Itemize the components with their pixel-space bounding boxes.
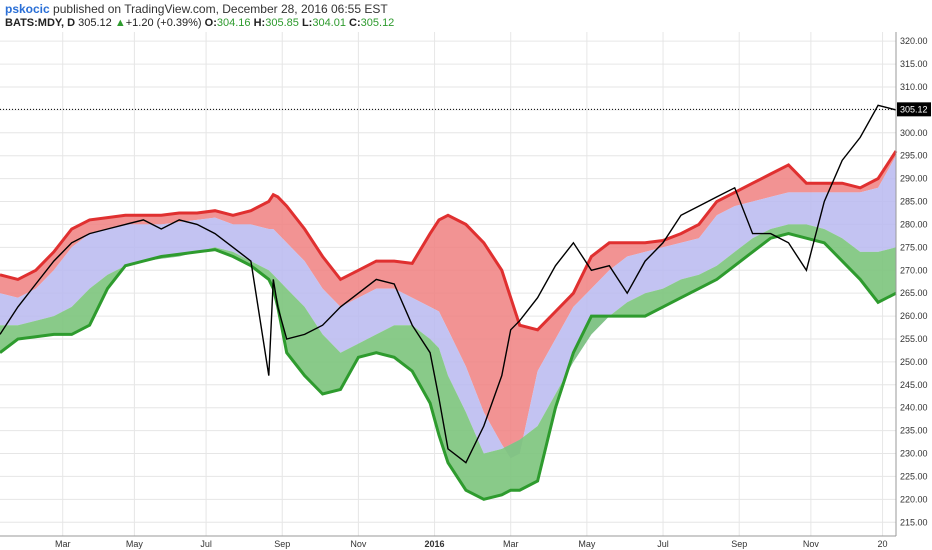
y-tick-label: 295.00 — [900, 151, 928, 161]
y-tick-label: 220.00 — [900, 494, 928, 504]
middle-band-fill — [0, 155, 896, 459]
y-tick-label: 280.00 — [900, 219, 928, 229]
x-tick-label: 20 — [878, 539, 888, 549]
published-text: published on TradingView.com, December 2… — [53, 2, 388, 16]
x-tick-label: May — [126, 539, 144, 549]
open-label: O: — [204, 17, 217, 29]
symbol-label[interactable]: BATS:MDY, D — [5, 17, 76, 29]
y-tick-label: 215.00 — [900, 517, 928, 527]
y-tick-label: 250.00 — [900, 357, 928, 367]
y-axis-ticks: 215.00 220.00 225.00 230.00 235.00 240.00 245.… — [900, 36, 928, 527]
change-text: +1.20 (+0.39%) — [125, 17, 202, 29]
x-tick-label: Mar — [55, 539, 71, 549]
y-tick-label: 285.00 — [900, 197, 928, 207]
close-value: 305.12 — [360, 17, 395, 29]
upper-band-fill — [0, 151, 896, 459]
y-tick-label: 315.00 — [900, 59, 928, 69]
y-tick-label: 240.00 — [900, 403, 928, 413]
x-tick-label: Nov — [350, 539, 367, 549]
last-price-badge-bg — [897, 102, 931, 117]
symbol-info-line: BATS:MDY, D 305.12 ▲+1.20 (+0.39%) O:304… — [5, 17, 394, 29]
up-arrow-icon: ▲ — [114, 17, 126, 29]
close-label: C: — [349, 17, 361, 29]
y-tick-label: 245.00 — [900, 380, 928, 390]
y-tick-label: 300.00 — [900, 128, 928, 138]
x-tick-label: Nov — [803, 539, 820, 549]
x-tick-label: May — [578, 539, 596, 549]
y-tick-label: 265.00 — [900, 288, 928, 298]
lower-band-fill — [0, 224, 896, 500]
x-tick-label: Mar — [503, 539, 519, 549]
low-value: 304.01 — [312, 17, 346, 29]
y-tick-label: 275.00 — [900, 242, 928, 252]
author-link[interactable]: pskocic — [5, 2, 50, 16]
last-price-badge-label: 305.12 — [900, 104, 928, 114]
y-tick-label: 260.00 — [900, 311, 928, 321]
y-tick-label: 290.00 — [900, 174, 928, 184]
x-tick-label: Sep — [274, 539, 290, 549]
price-line — [0, 104, 897, 464]
x-axis-ticks: Mar May Jul Sep Nov 2016 Mar May Jul Sep Nov 20 — [55, 539, 888, 549]
y-tick-label: 320.00 — [900, 36, 928, 46]
x-tick-label: 2016 — [425, 539, 445, 549]
x-tick-label: Jul — [657, 539, 669, 549]
high-value: 305.85 — [265, 17, 299, 29]
y-tick-label: 310.00 — [900, 82, 928, 92]
y-tick-label: 230.00 — [900, 449, 928, 459]
last-price-text: 305.12 — [78, 17, 112, 29]
open-value: 304.16 — [216, 17, 251, 29]
high-label: H: — [253, 17, 266, 29]
x-tick-label: Jul — [200, 539, 212, 549]
y-tick-label: 235.00 — [900, 426, 928, 436]
y-tick-label: 255.00 — [900, 334, 928, 344]
y-tick-label: 270.00 — [900, 265, 928, 275]
lower-band-line — [0, 232, 897, 501]
y-tick-label: 225.00 — [900, 471, 928, 481]
upper-band-line — [0, 150, 898, 332]
x-tick-label: Sep — [731, 539, 747, 549]
publisher-line: pskocic published on TradingView.com, De… — [5, 2, 388, 16]
low-label: L: — [301, 17, 313, 29]
last-price-badge: 305.12 — [897, 102, 931, 117]
